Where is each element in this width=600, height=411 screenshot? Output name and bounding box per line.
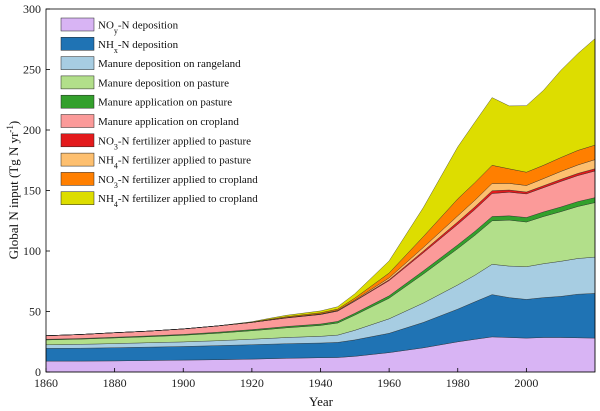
- x-tick-label: 1860: [34, 376, 58, 390]
- legend-item: NOy-N deposition: [60, 17, 179, 36]
- axis-ticks: 1860 1880 1900 1920 1940 1960 1980 2000 0 50 100 15…: [23, 2, 538, 390]
- y-tick-label: 300: [23, 2, 41, 16]
- legend-item: Manure deposition on pasture: [60, 75, 229, 90]
- legend-swatch: [60, 152, 95, 167]
- x-tick-label: 1900: [171, 376, 195, 390]
- legend: NOy-N deposition NHx-N deposition Manure d…: [60, 17, 258, 209]
- legend-swatch: [60, 114, 95, 128]
- legend-item: NO3-N fertilizer applied to pasture: [60, 133, 251, 151]
- legend-swatch: [60, 133, 95, 148]
- y-tick-label: 50: [29, 305, 41, 319]
- legend-swatch: [60, 172, 95, 186]
- legend-swatch: [60, 191, 95, 205]
- x-tick-label: 2000: [514, 376, 538, 390]
- legend-label: Manure deposition on pasture: [98, 77, 229, 89]
- legend-swatch: [60, 56, 95, 70]
- legend-item: Manure application on pasture: [60, 94, 232, 109]
- legend-label: NO3-N fertilizer applied to cropland: [98, 174, 258, 190]
- y-tick-label: 250: [23, 63, 41, 77]
- legend-label: Manure application on pasture: [98, 97, 232, 109]
- legend-label: NH4-N fertilizer applied to cropland: [98, 193, 258, 209]
- x-axis-title: Year: [309, 394, 334, 409]
- x-tick-label: 1980: [446, 376, 470, 390]
- x-tick-label: 1960: [377, 376, 401, 390]
- legend-label: NOy-N deposition: [98, 20, 179, 36]
- legend-item: NHx-N deposition: [60, 37, 179, 55]
- legend-label: NO3-N fertilizer applied to pasture: [98, 135, 251, 151]
- legend-swatch: [60, 17, 95, 32]
- legend-swatch: [60, 94, 95, 109]
- legend-label: NH4-N fertilizer applied to pasture: [98, 155, 251, 171]
- x-tick-label: 1880: [103, 376, 127, 390]
- legend-label: NHx-N deposition: [98, 39, 179, 55]
- y-axis-title: Global N input (Tg N yr-1): [5, 121, 21, 260]
- x-tick-label: 1940: [309, 376, 333, 390]
- legend-item: NH4-N fertilizer applied to cropland: [60, 191, 258, 209]
- y-tick-label: 100: [23, 244, 41, 258]
- legend-label: Manure deposition on rangeland: [98, 58, 241, 70]
- y-tick-label: 200: [23, 123, 41, 137]
- x-tick-label: 1920: [240, 376, 264, 390]
- legend-item: NH4-N fertilizer applied to pasture: [60, 152, 251, 171]
- legend-item: Manure application on cropland: [60, 114, 239, 128]
- legend-item: NO3-N fertilizer applied to cropland: [60, 172, 258, 190]
- legend-swatch: [60, 75, 95, 90]
- y-tick-label: 0: [35, 365, 41, 379]
- y-tick-label: 150: [23, 184, 41, 198]
- legend-item: Manure deposition on rangeland: [60, 56, 241, 70]
- legend-label: Manure application on cropland: [98, 116, 239, 128]
- legend-swatch: [60, 37, 95, 51]
